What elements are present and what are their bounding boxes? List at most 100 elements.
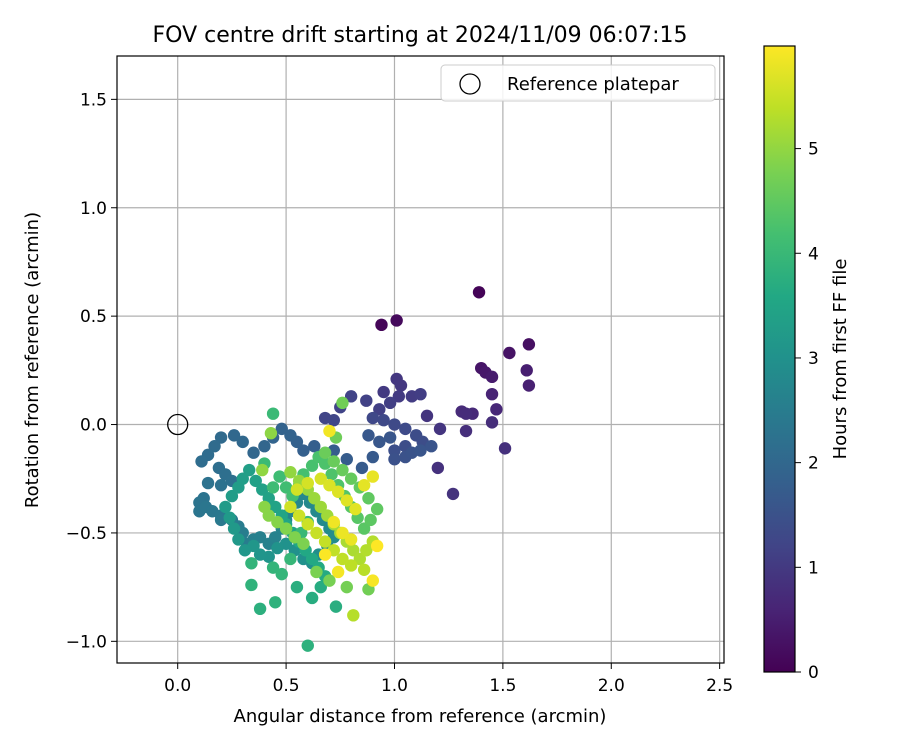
y-tick-label: 1.5 xyxy=(80,90,107,110)
data-point xyxy=(232,533,245,546)
data-point xyxy=(366,450,380,464)
data-point xyxy=(366,470,380,483)
colorbar-tick-label: 5 xyxy=(808,140,819,160)
data-point xyxy=(308,492,321,505)
data-point xyxy=(383,396,397,410)
x-tick-label: 0.0 xyxy=(164,676,191,696)
scatter-points xyxy=(193,286,536,652)
data-point xyxy=(243,463,256,477)
data-point xyxy=(310,565,323,579)
data-point xyxy=(431,461,445,475)
data-point xyxy=(327,414,340,427)
data-point xyxy=(357,479,371,492)
data-point xyxy=(279,481,293,494)
colorbar-tick-label: 1 xyxy=(808,558,819,578)
data-point xyxy=(273,470,286,483)
data-point xyxy=(362,492,375,505)
data-point xyxy=(256,463,269,477)
data-point xyxy=(269,531,282,544)
data-point xyxy=(223,511,236,524)
colorbar: 0 1 2 3 4 5 Hours from first FF file xyxy=(763,45,851,683)
data-point xyxy=(305,552,319,566)
x-axis-ticks: 0.0 0.5 1.0 1.5 2.0 2.5 xyxy=(164,663,733,696)
data-point xyxy=(297,444,310,457)
grid xyxy=(117,56,724,663)
y-tick-label: −0.5 xyxy=(66,524,107,544)
data-point xyxy=(327,515,340,529)
data-point xyxy=(414,444,427,457)
data-point xyxy=(314,500,327,514)
data-point xyxy=(327,455,340,468)
data-point xyxy=(360,544,373,557)
data-point xyxy=(420,409,434,423)
data-point xyxy=(414,387,427,401)
data-point xyxy=(503,346,516,360)
reference-marker xyxy=(167,413,189,436)
data-point xyxy=(266,561,280,574)
data-point xyxy=(353,552,366,566)
data-point xyxy=(392,390,406,403)
data-point xyxy=(446,487,460,501)
data-point xyxy=(236,435,249,449)
data-point xyxy=(208,440,221,453)
data-point xyxy=(290,580,304,594)
data-point xyxy=(314,580,327,594)
data-point xyxy=(355,461,369,475)
chart-title: FOV centre drift starting at 2024/11/09 … xyxy=(153,23,688,48)
data-point xyxy=(290,483,304,496)
data-point xyxy=(227,429,241,442)
data-point xyxy=(383,431,397,444)
data-point xyxy=(485,387,499,401)
data-point xyxy=(266,407,280,420)
colorbar-tick-label: 0 xyxy=(808,663,819,683)
data-point xyxy=(373,403,386,416)
data-point xyxy=(284,500,297,514)
data-point xyxy=(292,509,306,522)
colorbar-gradient xyxy=(763,45,796,673)
data-point xyxy=(279,522,293,535)
data-point xyxy=(485,370,499,384)
data-point xyxy=(219,500,232,514)
data-point xyxy=(388,444,401,457)
data-point xyxy=(308,440,321,453)
data-point xyxy=(357,563,371,576)
data-point xyxy=(331,565,345,579)
y-tick-label: 1.0 xyxy=(80,199,107,219)
x-axis-label: Angular distance from reference (arcmin) xyxy=(234,706,607,727)
data-point xyxy=(284,466,297,479)
data-point xyxy=(388,453,401,466)
data-point xyxy=(336,552,349,566)
data-point xyxy=(305,591,319,605)
data-point xyxy=(301,476,314,490)
data-point xyxy=(256,483,269,496)
data-point xyxy=(370,502,384,516)
data-point xyxy=(520,364,533,377)
data-point xyxy=(336,463,349,477)
data-point xyxy=(377,414,390,427)
data-point xyxy=(266,481,280,494)
data-point xyxy=(195,455,208,468)
data-point xyxy=(301,518,314,531)
plot-frame xyxy=(116,55,725,664)
data-point xyxy=(305,459,319,472)
legend-marker-icon xyxy=(459,73,481,95)
y-axis-label: Rotation from reference (arcmin) xyxy=(22,212,43,508)
data-point xyxy=(433,422,447,436)
data-point xyxy=(366,574,380,587)
data-point xyxy=(498,442,512,455)
data-point xyxy=(271,541,284,555)
data-point xyxy=(253,531,267,544)
data-point xyxy=(325,468,338,481)
data-point xyxy=(245,557,258,570)
data-point xyxy=(344,472,358,485)
data-point xyxy=(331,485,345,498)
data-point xyxy=(347,609,360,622)
data-point xyxy=(258,500,271,514)
data-point xyxy=(253,602,267,616)
legend-entry-label: Reference platepar xyxy=(507,74,679,95)
data-point xyxy=(275,422,288,436)
data-point xyxy=(344,559,358,572)
data-point xyxy=(258,440,271,453)
data-point xyxy=(323,424,336,438)
data-point xyxy=(425,440,438,453)
